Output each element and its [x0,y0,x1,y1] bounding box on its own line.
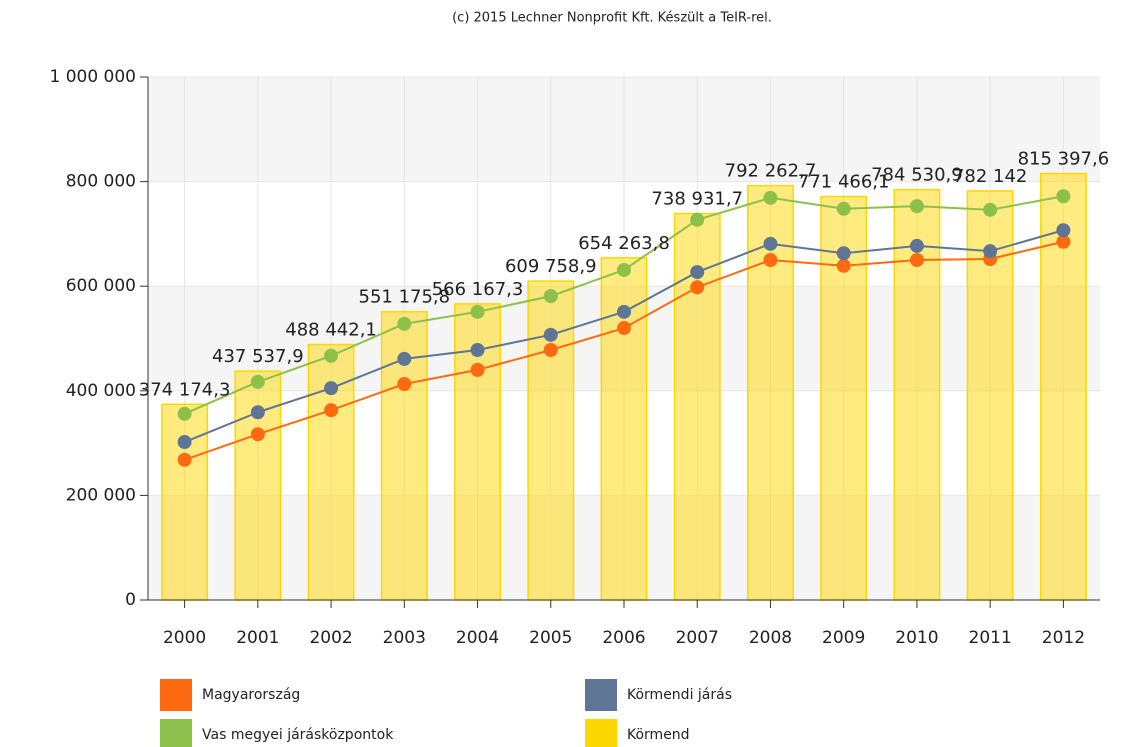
point [690,265,705,280]
point [177,406,192,421]
y-tick-label: 400 000 [66,381,136,401]
point [177,435,192,450]
data-label: 782 142 [953,166,1027,187]
x-tick-label: 2006 [602,628,645,648]
point [324,381,339,396]
point [470,362,485,377]
x-tick-label: 2004 [456,628,499,648]
point [617,321,631,336]
x-tick-label: 2003 [383,628,426,648]
point [1056,234,1071,249]
point [763,253,778,268]
point [909,199,924,214]
y-tick-label: 200 000 [66,485,136,505]
point [909,253,924,268]
point [909,238,924,253]
x-tick-label: 2001 [236,628,279,648]
point [617,304,631,319]
point [470,343,485,358]
legend-swatch [585,679,617,711]
point [983,244,998,259]
point [397,316,412,331]
data-label: 815 397,6 [1018,149,1110,170]
data-label: 654 263,8 [578,233,670,254]
legend-swatch [160,719,192,747]
data-label: 784 530,9 [871,165,963,186]
point [324,348,339,363]
data-label: 437 537,9 [212,346,304,367]
point [250,374,265,389]
point [763,190,778,205]
y-tick-label: 800 000 [66,172,136,192]
point [250,405,265,420]
point [836,246,851,261]
data-label: 566 167,3 [432,279,524,300]
x-tick-label: 2009 [822,628,865,648]
data-label: 792 262,7 [725,161,817,182]
data-label: 771 466,1 [798,172,890,193]
data-label: 738 931,7 [651,189,743,210]
x-tick-label: 2008 [749,628,792,648]
y-tick-label: 0 [125,590,136,610]
point [543,289,558,304]
point [470,304,485,319]
legend-label: Körmendi járás [627,687,732,703]
point [1056,223,1071,238]
x-tick-label: 2012 [1042,628,1085,648]
data-label: 374 174,3 [139,379,231,400]
point [983,202,998,217]
point [177,452,192,467]
legend-label: Vas megyei járásközpontok [202,727,394,743]
chart-title: (c) 2015 Lechner Nonprofit Kft. Készült … [452,11,772,26]
point [836,258,851,273]
x-tick-label: 2011 [969,628,1012,648]
y-tick-label: 1 000 000 [49,67,136,87]
point [763,236,778,251]
point [543,327,558,342]
data-label: 488 442,1 [285,320,377,341]
point [250,427,265,442]
point [543,343,558,358]
point [1056,189,1071,204]
bar [161,403,209,601]
point [836,201,851,216]
point [397,377,412,392]
point [324,403,339,418]
y-tick-label: 600 000 [66,276,136,296]
x-tick-label: 2005 [529,628,572,648]
x-tick-label: 2000 [163,628,206,648]
x-tick-label: 2010 [895,628,938,648]
point [617,262,631,277]
legend-swatch [160,679,192,711]
point [690,280,705,295]
x-tick-label: 2002 [309,628,352,648]
legend-label: Magyarország [202,687,300,703]
legend-swatch [585,719,617,747]
legend-label: Körmend [627,727,690,743]
data-label: 551 175,8 [359,287,451,308]
point [690,212,705,227]
data-label: 609 758,9 [505,256,597,277]
x-tick-label: 2007 [676,628,719,648]
point [397,351,412,366]
